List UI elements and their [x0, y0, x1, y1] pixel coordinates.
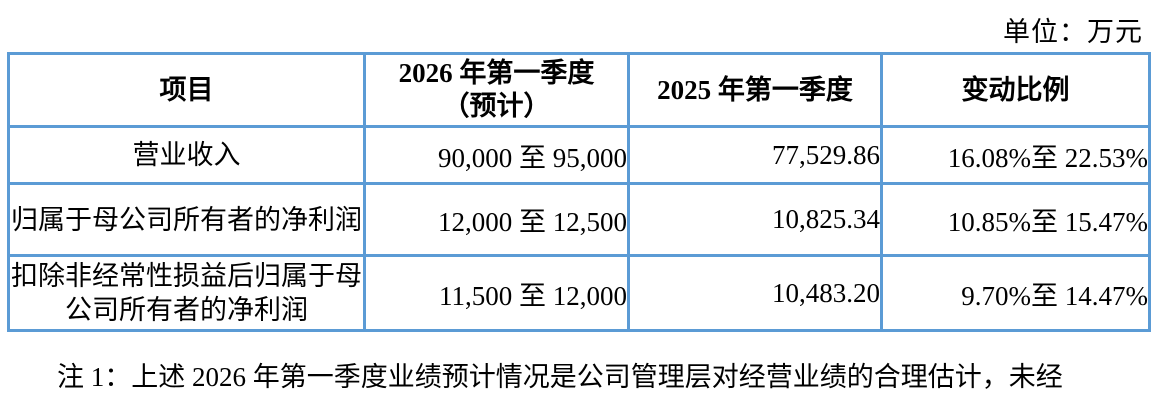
performance-forecast-table: 项目 2026 年第一季度 （预计） 2025 年第一季度 变动比例 营业收入 … — [7, 52, 1151, 332]
unit-label: 单位：万元 — [1003, 17, 1143, 47]
row-deducted-net-profit-item: 扣除非经常性损益后归属于母公司所有者的净利润 — [7, 254, 366, 332]
header-q1-2026-line1: 2026 年第一季度 — [398, 58, 595, 88]
header-q1-2025: 2025 年第一季度 — [627, 52, 883, 128]
row-net-profit-change: 10.85%至 15.47% — [880, 182, 1151, 257]
row-deducted-net-profit-change: 9.70%至 14.47% — [880, 254, 1151, 332]
header-q1-2026-line2: （预计） — [442, 91, 551, 121]
header-item: 项目 — [7, 52, 366, 128]
row-net-profit-q1-2026: 12,000 至 12,500 — [363, 182, 630, 257]
table-header-row: 项目 2026 年第一季度 （预计） 2025 年第一季度 变动比例 — [7, 52, 1151, 128]
row-net-profit-item: 归属于母公司所有者的净利润 — [7, 182, 366, 257]
header-q1-2026-forecast: 2026 年第一季度 （预计） — [363, 52, 630, 128]
table-row-deducted-net-profit: 扣除非经常性损益后归属于母公司所有者的净利润 11,500 至 12,000 1… — [7, 254, 1151, 332]
table-row-revenue: 营业收入 90,000 至 95,000 77,529.86 16.08%至 2… — [7, 125, 1151, 185]
row-deducted-net-profit-q1-2026: 11,500 至 12,000 — [363, 254, 630, 332]
row-net-profit-q1-2025: 10,825.34 — [627, 182, 883, 257]
header-change-ratio: 变动比例 — [880, 52, 1151, 128]
row-revenue-q1-2025: 77,529.86 — [627, 125, 883, 185]
row-revenue-item: 营业收入 — [7, 125, 366, 185]
footnote-text: 注 1：上述 2026 年第一季度业绩预计情况是公司管理层对经营业绩的合理估计，… — [57, 362, 1063, 392]
row-revenue-change: 16.08%至 22.53% — [880, 125, 1151, 185]
row-deducted-net-profit-q1-2025: 10,483.20 — [627, 254, 883, 332]
row-revenue-q1-2026: 90,000 至 95,000 — [363, 125, 630, 185]
table-row-net-profit: 归属于母公司所有者的净利润 12,000 至 12,500 10,825.34 … — [7, 182, 1151, 257]
